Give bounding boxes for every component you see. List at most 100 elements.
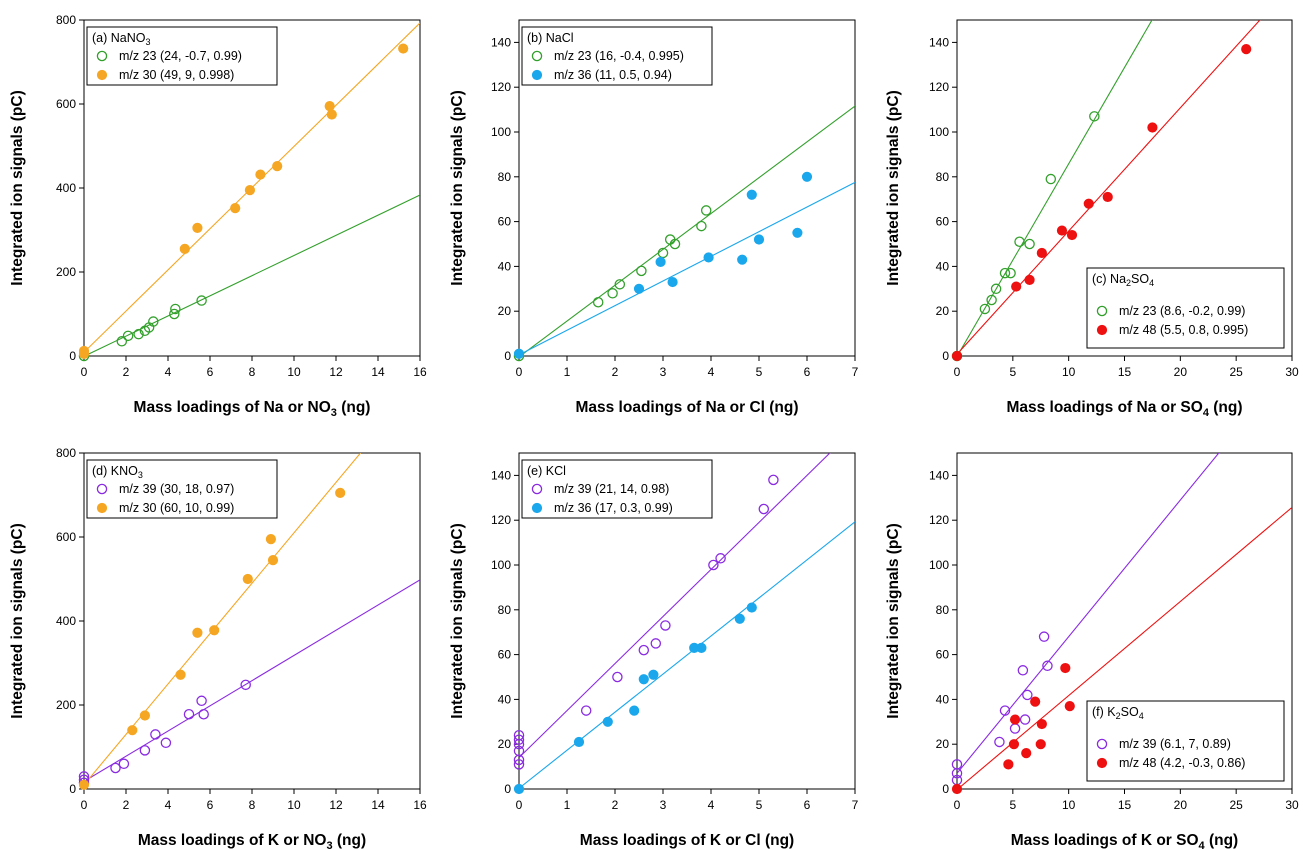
panel-c-x-tick-label: 25 (1229, 365, 1243, 379)
panel-f-series-1-point (1019, 714, 1031, 725)
panel-c-y-tick-label: 140 (929, 35, 949, 49)
panel-e-series-1-point (638, 644, 650, 656)
panel-a-legend-entry-1: m/z 23 (24, -0.7, 0.99) (119, 49, 242, 63)
panel-e-plot-frame (518, 452, 856, 790)
panel-c-series-1-point (990, 283, 1002, 295)
panel-f-series-2-point (951, 783, 963, 795)
panel-a-series-1-point (170, 303, 181, 315)
panel-c-series-2-point (951, 350, 963, 362)
panel-e-series-2-point (573, 736, 585, 748)
panel-d-series-2-point (267, 555, 279, 566)
panel-c-series-1-point (1024, 238, 1035, 250)
panel-f-series-1-point (994, 736, 1005, 748)
panel-b-series-1-point (669, 238, 681, 250)
panel-c-series-2-point (1102, 191, 1113, 203)
panel-b-y-tick-label: 140 (491, 35, 511, 49)
panel-a-y-tick-label: 200 (56, 265, 76, 279)
panel-e-x-tick-label: 3 (660, 798, 667, 812)
panel-c-series-2-point (1241, 44, 1252, 55)
panel-a-series-1-point (122, 330, 134, 342)
panel-c-fit-line-1 (957, 20, 1153, 356)
panel-a-series-2-point (78, 345, 90, 357)
panel-f-legend-marker-2 (1096, 757, 1108, 769)
panel-e-series-2-point (638, 674, 649, 685)
panel-d-y-tick-label: 600 (56, 530, 76, 544)
panel-b-y-tick-label: 120 (491, 80, 511, 94)
panel-d-series-1-point (139, 745, 151, 756)
panel-f: 0 20 40 60 80 100 120 140 0 5 10 15 20 25 30 Integrated… (885, 452, 1299, 850)
panel-c-y-tick-label: 40 (936, 259, 950, 273)
panel-a-y-axis-label: Integrated ion signals (pC) (9, 90, 26, 285)
panel-a-x-tick-label: 16 (413, 365, 427, 379)
panel-d-series-1-point (198, 708, 209, 720)
panel-a-series-1-point (169, 308, 180, 320)
panel-b-series-2-point (792, 227, 803, 238)
panel-d-legend-box (86, 459, 278, 519)
panel-a-series-2-point (255, 169, 266, 180)
panel-f-x-tick-label: 10 (1062, 798, 1076, 812)
panel-b-series-1-point (592, 296, 604, 308)
panel-c-series-2-point (1011, 281, 1022, 292)
panel-b-series-2-point (801, 171, 813, 182)
panel-f-y-tick-label: 120 (929, 513, 949, 527)
panel-e-series-1-point (660, 620, 671, 631)
panel-f-series-2-point (1009, 714, 1021, 725)
panel-a-legend-marker-1 (96, 50, 108, 62)
panel-e-series-1-point (513, 759, 525, 770)
panel-c-legend: (c) Na2SO4 m/z 23 (8.6, -0.2, 0.99) m/z 48… (1086, 267, 1285, 349)
panel-b-legend: (b) NaCl m/z 23 (16, -0.4, 0.995) m/z 36 (… (521, 26, 713, 86)
panel-d-x-tick-label: 12 (329, 798, 343, 812)
panel-d-series-1-point (196, 695, 207, 707)
panel-f-series-1-point (1042, 660, 1053, 672)
panel-e-series-2-point (602, 716, 613, 727)
panel-e-x-tick-label: 6 (804, 798, 811, 812)
panel-a-series-2-point (272, 161, 283, 172)
panel-d-series-2-point (242, 573, 253, 585)
panel-a-series-1-point (133, 328, 144, 340)
panel-e-series-2-point (513, 783, 525, 795)
panel-d-x-tick-label: 0 (81, 798, 88, 812)
panel-c-y-tick-label: 80 (936, 170, 950, 184)
panel-f-series-2-point (1035, 739, 1046, 750)
panel-e-x-tick-label: 4 (708, 798, 715, 812)
panel-f-series-1-point (951, 759, 963, 770)
panel-a-legend-entry-2: m/z 30 (49, 9, 0.998) (119, 68, 234, 82)
panel-b-y-axis-label: Integrated ion signals (pC) (449, 90, 466, 285)
panel-a-series-2-point (192, 222, 203, 233)
panel-b-y-tick-label: 0 (504, 349, 511, 363)
panel-b-series-1-point (614, 279, 626, 290)
panel-d-y-tick-label: 200 (56, 698, 76, 712)
panel-b-x-tick-label: 7 (852, 365, 859, 379)
panel-c-series-2-point (1056, 225, 1068, 236)
panel-c-y-tick-label: 20 (936, 304, 950, 318)
panel-c-x-tick-label: 20 (1174, 365, 1188, 379)
panel-e-x-tick-label: 7 (852, 798, 859, 812)
panel-d-series-1-point (110, 762, 121, 774)
panel-d-x-tick-label: 8 (249, 798, 256, 812)
panel-c-series-1-point (1014, 236, 1025, 248)
panel-a-series-1-point (116, 336, 128, 347)
panel-f-series-1-point (1038, 631, 1050, 642)
panel-c-y-tick-label: 100 (929, 125, 949, 139)
panel-b-fit-line-2 (519, 181, 855, 356)
panel-f-series-1-point (999, 705, 1011, 716)
panel-c-fit-line-2 (957, 20, 1261, 355)
panel-b-series-2-point (667, 276, 678, 288)
panel-b-series-1-point (700, 205, 712, 216)
panel-e-series-1-point (513, 745, 525, 757)
panel-a-series-2-point (179, 243, 190, 254)
panel-a-x-tick-label: 0 (81, 365, 88, 379)
panel-a-series-2-point (398, 43, 409, 54)
panel-f-series-1-point (1022, 689, 1033, 701)
panel-f-series-2-point (1030, 696, 1041, 707)
panel-f-legend: (f) K2SO4 m/z 39 (6.1, 7, 0.89) m/z 48 (4.… (1086, 700, 1285, 782)
panel-e-legend-entry-2: m/z 36 (17, 0.3, 0.99) (554, 501, 673, 515)
panel-a-y-tick-label: 0 (69, 349, 76, 363)
panel-e-fit-line-1 (519, 453, 831, 759)
panel-b-series-2-point (703, 252, 714, 263)
panel-e-x-axis-label: Mass loadings of K or Cl (ng) (580, 832, 794, 849)
panel-c-x-axis-label: Mass loadings of Na or SO4 (ng) (1006, 399, 1242, 419)
panel-b-series-2-point (633, 283, 645, 294)
panel-b-series-2-point (753, 234, 765, 245)
